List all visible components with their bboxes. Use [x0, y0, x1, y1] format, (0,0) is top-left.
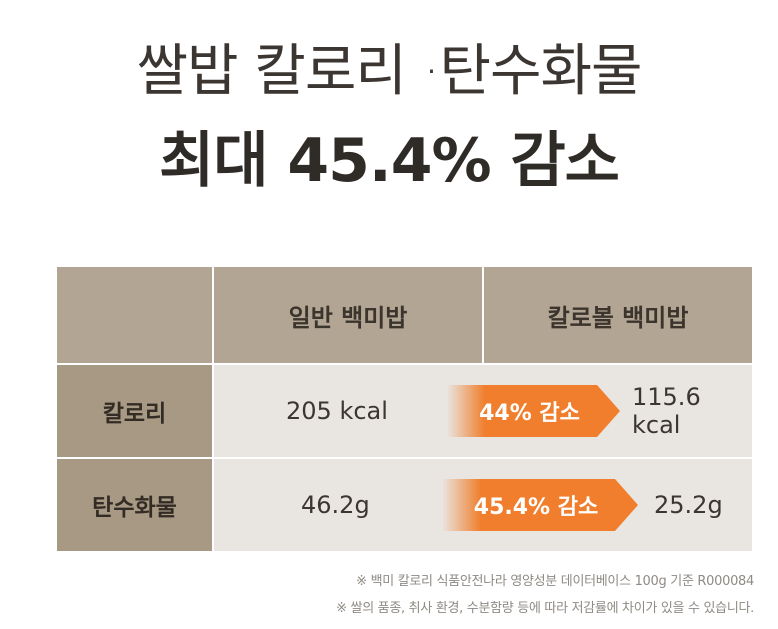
footnote-source: ※ 백미 칼로리 식품안전나라 영양성분 데이터베이스 100g 기준 R000…	[356, 574, 754, 589]
table-row-calories: 205 kcal 44% 감소 115.6 kcal	[214, 365, 752, 457]
arrow-right-icon	[442, 479, 638, 531]
footnote-disclaimer: ※ 쌀의 품종, 취사 환경, 수분함량 등에 따라 저감률에 차이가 있을 수…	[336, 601, 754, 616]
column-header-calobol-rice: 칼로볼 백미밥	[484, 267, 752, 363]
calobol-calories-value: 115.6 kcal	[632, 383, 701, 439]
column-header-regular-rice: 일반 백미밥	[214, 267, 482, 363]
headline-line2: 최대 45.4% 감소	[159, 126, 620, 196]
calobol-carbs-value: 25.2g	[654, 491, 723, 519]
arrow-right-icon	[447, 385, 620, 437]
reduction-arrow-carbs: 45.4% 감소	[442, 479, 638, 531]
table-row-carbs: 46.2g 45.4% 감소 25.2g	[214, 459, 752, 551]
reduction-label-calories: 44% 감소	[479, 401, 580, 426]
reduction-label-carbs: 45.4% 감소	[473, 495, 599, 520]
regular-carbs-value: 46.2g	[301, 491, 370, 519]
headline-line1: 쌀밥 칼로리 ·탄수화물	[136, 39, 642, 104]
reduction-arrow-calories: 44% 감소	[447, 385, 620, 437]
table-header-corner	[57, 267, 212, 363]
comparison-table: 일반 백미밥 칼로볼 백미밥 칼로리 205 kcal 44% 감소 115.6…	[57, 267, 752, 553]
row-label-carbs: 탄수화물	[57, 459, 212, 551]
row-label-calories: 칼로리	[57, 365, 212, 457]
regular-calories-value: 205 kcal	[286, 397, 388, 425]
